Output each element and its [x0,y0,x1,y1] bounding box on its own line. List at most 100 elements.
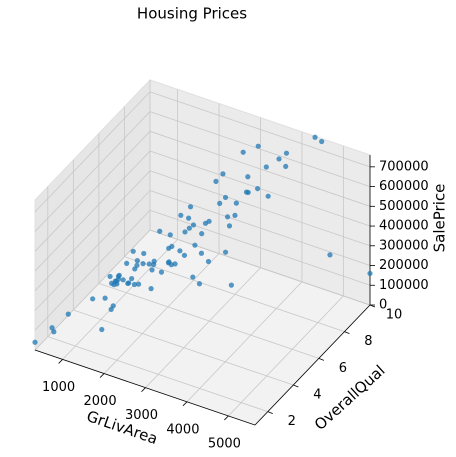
point [213,178,219,184]
y-tick-label: 2 [288,414,296,429]
point [181,252,188,258]
point [226,223,233,229]
point [90,296,96,302]
point [132,266,138,272]
point [232,212,238,218]
point [198,250,205,256]
point [202,220,209,226]
point [217,200,223,206]
x-tick-label: 2000 [84,394,117,409]
point [135,281,142,287]
point [233,200,239,206]
point [263,164,269,170]
z-tick-label: 200000 [379,258,429,273]
point [196,281,203,287]
y-axis-line [254,304,371,426]
point [178,212,184,218]
point [32,339,38,345]
grid-line [186,281,303,403]
point [169,243,175,250]
tick-mark [293,384,299,388]
point [224,214,231,220]
x-tick-label: 4000 [166,422,199,437]
point [367,270,373,277]
point [177,248,183,254]
point [186,215,192,221]
z-tick-label: 700000 [379,159,429,174]
point [158,269,165,275]
x-tick-label: 1000 [42,380,75,395]
x-axis-line [34,349,256,426]
point [99,326,105,333]
grid-line [47,336,268,413]
point [182,229,188,235]
y-axis-label: OverallQual [311,361,389,433]
grid-line [103,253,220,374]
point [65,311,71,317]
point [228,282,234,288]
x-tick-label: 3000 [125,408,158,423]
point [141,250,147,257]
point [245,174,251,180]
point [172,261,178,267]
point [134,258,140,264]
tick-mark [318,357,325,361]
point [190,222,197,228]
grid-line [34,190,151,311]
grid-line [145,267,261,388]
point [205,258,212,265]
grid-line [34,170,151,292]
point [151,261,157,268]
grid-line [73,309,294,386]
point [199,231,205,237]
point [240,149,246,155]
z-axis-label: SalePrice [431,184,449,253]
point [130,248,136,254]
point [190,274,196,280]
point [107,273,113,280]
point [108,306,114,312]
point [222,249,229,255]
point [283,150,290,156]
y-tick-label: 10 [386,308,403,323]
tick-mark [99,373,105,378]
point [243,189,250,195]
point [49,325,55,331]
grid-line [228,295,344,417]
point [146,261,152,267]
point [131,281,138,288]
y-tick-label: 6 [339,361,347,376]
point [192,242,198,248]
grid-line [34,111,151,232]
z-tick-label: 500000 [379,199,429,214]
point [129,276,135,282]
grid-line [124,256,345,333]
grid-line [149,111,371,187]
grid-line [149,190,371,266]
y-tick-label: 4 [313,388,321,403]
z-tick-label: 400000 [379,219,429,234]
z-tick-label: 600000 [379,179,429,194]
point [283,163,289,170]
point [220,171,226,177]
point [140,261,146,267]
point [115,276,121,282]
point [148,286,154,292]
point [167,232,173,238]
grid-line [149,170,371,247]
point [125,280,131,287]
grid-line [62,239,178,360]
grid-line [149,209,371,286]
point [276,156,282,162]
point [149,267,155,273]
x-tick-label: 5000 [208,436,241,451]
point [186,225,192,231]
point [124,260,130,266]
point [165,260,172,266]
point [187,204,194,210]
grid-line [149,130,371,207]
tick-mark [141,387,146,392]
grid-line [98,282,320,359]
point [222,194,229,201]
grid-line [34,131,151,252]
